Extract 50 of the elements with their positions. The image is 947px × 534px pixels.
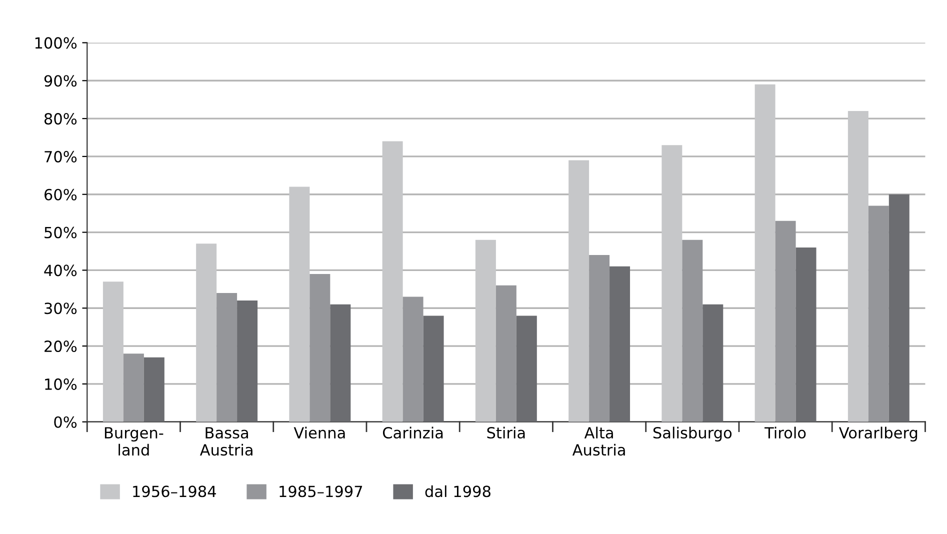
bar [382,141,403,422]
bar [237,300,258,422]
x-tick-label: Alta Austria [572,426,625,456]
y-tick-label: 80% [44,113,77,125]
x-tick-label: Salisburgo [653,426,732,442]
bar [868,206,889,422]
y-tick-label: 40% [44,264,77,276]
bar [775,220,796,422]
bar [848,110,868,422]
bar [682,240,703,422]
legend-label: 1985–1997 [280,486,362,498]
x-tick-label: Vienna [294,426,345,439]
bar [589,255,610,422]
bar [496,285,516,422]
bar [568,160,590,422]
y-tick-label: 70% [44,150,77,162]
bar [516,316,537,422]
bar [402,296,424,422]
bar [610,266,630,422]
bar [888,194,910,422]
legend-label: dal 1998 [425,485,490,498]
x-tick-label: Bassa Austria [200,427,252,456]
bar [123,354,144,422]
x-tick-label: Stiria [487,426,525,439]
bar [216,292,238,422]
y-tick-label: 60% [44,188,77,200]
bar [754,84,776,422]
y-tick-label: 10% [45,378,77,390]
bar [475,240,496,422]
y-tick-label: 90% [44,75,77,87]
bar [330,304,351,422]
bar [702,304,724,422]
x-tick-label: Burgen- land [104,427,164,456]
legend-label: 1956–1984 [133,486,216,498]
x-tick-label: Vorarlberg [838,426,918,442]
x-tick-label: Carinzia [382,426,443,439]
bar [289,186,310,422]
y-tick-label: 0% [54,416,77,428]
y-tick-label: 30% [44,302,77,314]
y-tick-label: 50% [44,226,77,238]
x-tick-label: Tirolo [764,426,806,439]
y-tick-label: 100% [35,37,77,49]
bar [310,274,330,422]
bar [423,316,444,422]
bar [196,244,217,422]
y-tick-label: 20% [44,340,77,352]
bar [144,357,164,422]
bar [662,145,682,422]
bar [796,247,816,422]
bar [102,282,124,422]
